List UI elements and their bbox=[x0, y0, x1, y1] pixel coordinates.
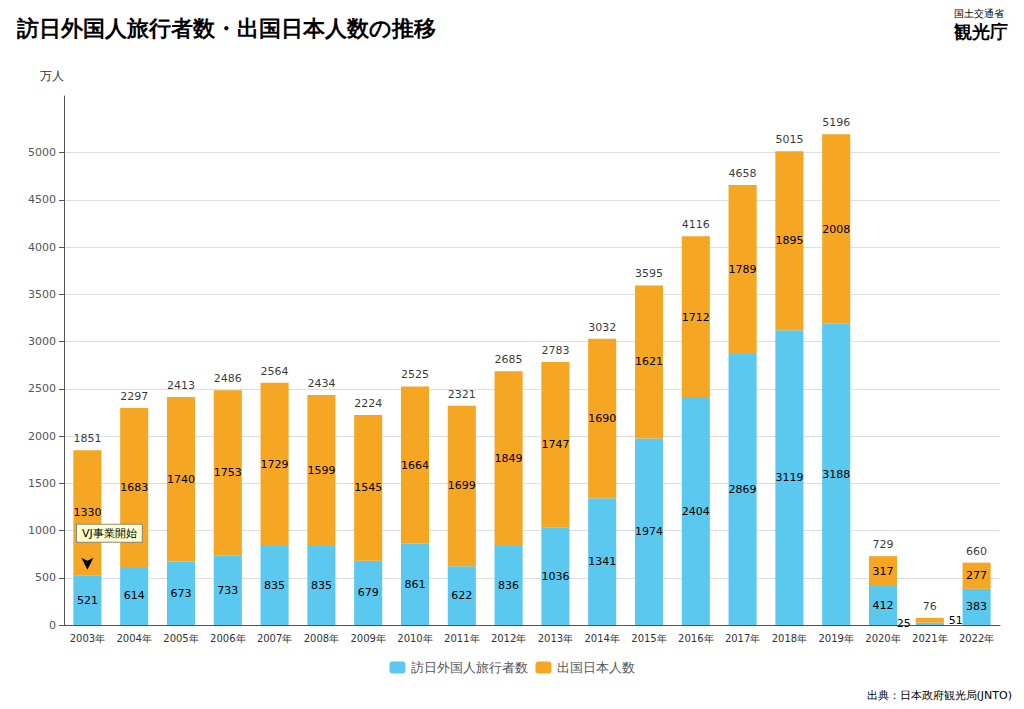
svg-text:733: 733 bbox=[217, 584, 238, 597]
svg-text:2019年: 2019年 bbox=[818, 633, 853, 644]
svg-text:2486: 2486 bbox=[214, 372, 242, 385]
svg-text:1753: 1753 bbox=[214, 466, 242, 479]
svg-text:2413: 2413 bbox=[167, 379, 195, 392]
svg-text:VJ事業開始: VJ事業開始 bbox=[82, 527, 137, 540]
svg-text:2015年: 2015年 bbox=[631, 633, 666, 644]
svg-text:2000: 2000 bbox=[28, 430, 56, 443]
svg-text:出国日本人数: 出国日本人数 bbox=[557, 660, 635, 675]
svg-text:2525: 2525 bbox=[401, 368, 429, 381]
svg-text:51: 51 bbox=[949, 614, 963, 627]
svg-text:2500: 2500 bbox=[28, 382, 56, 395]
svg-text:1974: 1974 bbox=[635, 525, 663, 538]
svg-text:5000: 5000 bbox=[28, 146, 56, 159]
svg-text:25: 25 bbox=[897, 617, 911, 630]
svg-text:1500: 1500 bbox=[28, 477, 56, 490]
svg-text:2685: 2685 bbox=[495, 353, 523, 366]
svg-text:835: 835 bbox=[311, 579, 332, 592]
svg-text:622: 622 bbox=[451, 589, 472, 602]
svg-text:2008: 2008 bbox=[822, 223, 850, 236]
svg-text:1683: 1683 bbox=[120, 481, 148, 494]
svg-text:2005年: 2005年 bbox=[163, 633, 198, 644]
svg-text:4500: 4500 bbox=[28, 193, 56, 206]
svg-text:2011年: 2011年 bbox=[444, 633, 479, 644]
svg-text:614: 614 bbox=[124, 589, 145, 602]
svg-text:1330: 1330 bbox=[73, 506, 101, 519]
svg-text:3032: 3032 bbox=[588, 321, 616, 334]
svg-text:861: 861 bbox=[405, 578, 426, 591]
svg-text:3188: 3188 bbox=[822, 468, 850, 481]
svg-text:万人: 万人 bbox=[40, 69, 64, 83]
svg-text:1747: 1747 bbox=[541, 438, 569, 451]
svg-text:2022年: 2022年 bbox=[959, 633, 994, 644]
svg-text:729: 729 bbox=[873, 538, 894, 551]
svg-text:1545: 1545 bbox=[354, 481, 382, 494]
svg-text:277: 277 bbox=[966, 569, 987, 582]
svg-text:1699: 1699 bbox=[448, 479, 476, 492]
svg-text:1690: 1690 bbox=[588, 412, 616, 425]
svg-text:3595: 3595 bbox=[635, 267, 663, 280]
svg-text:3119: 3119 bbox=[775, 471, 803, 484]
svg-text:2564: 2564 bbox=[261, 365, 289, 378]
svg-text:2297: 2297 bbox=[120, 390, 148, 403]
svg-text:2012年: 2012年 bbox=[491, 633, 526, 644]
svg-text:2004年: 2004年 bbox=[116, 633, 151, 644]
svg-text:1664: 1664 bbox=[401, 459, 429, 472]
svg-text:4000: 4000 bbox=[28, 241, 56, 254]
svg-text:0: 0 bbox=[49, 619, 56, 632]
svg-text:1729: 1729 bbox=[261, 458, 289, 471]
svg-text:1712: 1712 bbox=[682, 311, 710, 324]
svg-text:訪日外国人旅行者数・出国日本人数の推移: 訪日外国人旅行者数・出国日本人数の推移 bbox=[16, 16, 436, 41]
svg-text:5196: 5196 bbox=[822, 116, 850, 129]
svg-text:4658: 4658 bbox=[729, 167, 757, 180]
svg-text:383: 383 bbox=[966, 600, 987, 613]
svg-text:2016年: 2016年 bbox=[678, 633, 713, 644]
svg-text:2404: 2404 bbox=[682, 505, 710, 518]
svg-text:1851: 1851 bbox=[73, 432, 101, 445]
svg-text:660: 660 bbox=[966, 545, 987, 558]
svg-text:835: 835 bbox=[264, 579, 285, 592]
svg-text:2009年: 2009年 bbox=[350, 633, 385, 644]
svg-text:500: 500 bbox=[35, 571, 56, 584]
svg-text:412: 412 bbox=[873, 599, 894, 612]
svg-text:76: 76 bbox=[923, 600, 937, 613]
svg-text:2434: 2434 bbox=[307, 377, 335, 390]
svg-text:2008年: 2008年 bbox=[304, 633, 339, 644]
svg-text:673: 673 bbox=[171, 587, 192, 600]
svg-text:1740: 1740 bbox=[167, 473, 195, 486]
svg-text:1000: 1000 bbox=[28, 524, 56, 537]
svg-text:836: 836 bbox=[498, 579, 519, 592]
svg-text:2017年: 2017年 bbox=[725, 633, 760, 644]
svg-text:521: 521 bbox=[77, 594, 98, 607]
svg-text:5015: 5015 bbox=[775, 133, 803, 146]
svg-text:317: 317 bbox=[873, 565, 894, 578]
svg-text:2021年: 2021年 bbox=[912, 633, 947, 644]
svg-text:2014年: 2014年 bbox=[584, 633, 619, 644]
svg-text:2003年: 2003年 bbox=[70, 633, 105, 644]
svg-text:4116: 4116 bbox=[682, 218, 710, 231]
svg-text:1599: 1599 bbox=[307, 464, 335, 477]
svg-text:国土交通省: 国土交通省 bbox=[954, 8, 1004, 19]
svg-text:2006年: 2006年 bbox=[210, 633, 245, 644]
svg-text:観光庁: 観光庁 bbox=[953, 21, 1008, 42]
svg-text:3500: 3500 bbox=[28, 288, 56, 301]
svg-text:2010年: 2010年 bbox=[397, 633, 432, 644]
svg-text:1849: 1849 bbox=[495, 452, 523, 465]
svg-text:1895: 1895 bbox=[775, 234, 803, 247]
svg-text:2013年: 2013年 bbox=[538, 633, 573, 644]
svg-text:2224: 2224 bbox=[354, 397, 382, 410]
svg-text:1036: 1036 bbox=[541, 570, 569, 583]
svg-text:1621: 1621 bbox=[635, 355, 663, 368]
svg-text:3000: 3000 bbox=[28, 335, 56, 348]
svg-text:2007年: 2007年 bbox=[257, 633, 292, 644]
svg-text:2321: 2321 bbox=[448, 388, 476, 401]
svg-text:1789: 1789 bbox=[729, 263, 757, 276]
svg-text:679: 679 bbox=[358, 586, 379, 599]
svg-text:2018年: 2018年 bbox=[772, 633, 807, 644]
svg-text:2869: 2869 bbox=[729, 483, 757, 496]
svg-text:1341: 1341 bbox=[588, 555, 616, 568]
svg-text:訪日外国人旅行者数: 訪日外国人旅行者数 bbox=[411, 660, 528, 675]
svg-text:出典：日本政府観光局(JNTO): 出典：日本政府観光局(JNTO) bbox=[867, 689, 1012, 702]
svg-text:2783: 2783 bbox=[541, 344, 569, 357]
svg-text:2020年: 2020年 bbox=[865, 633, 900, 644]
